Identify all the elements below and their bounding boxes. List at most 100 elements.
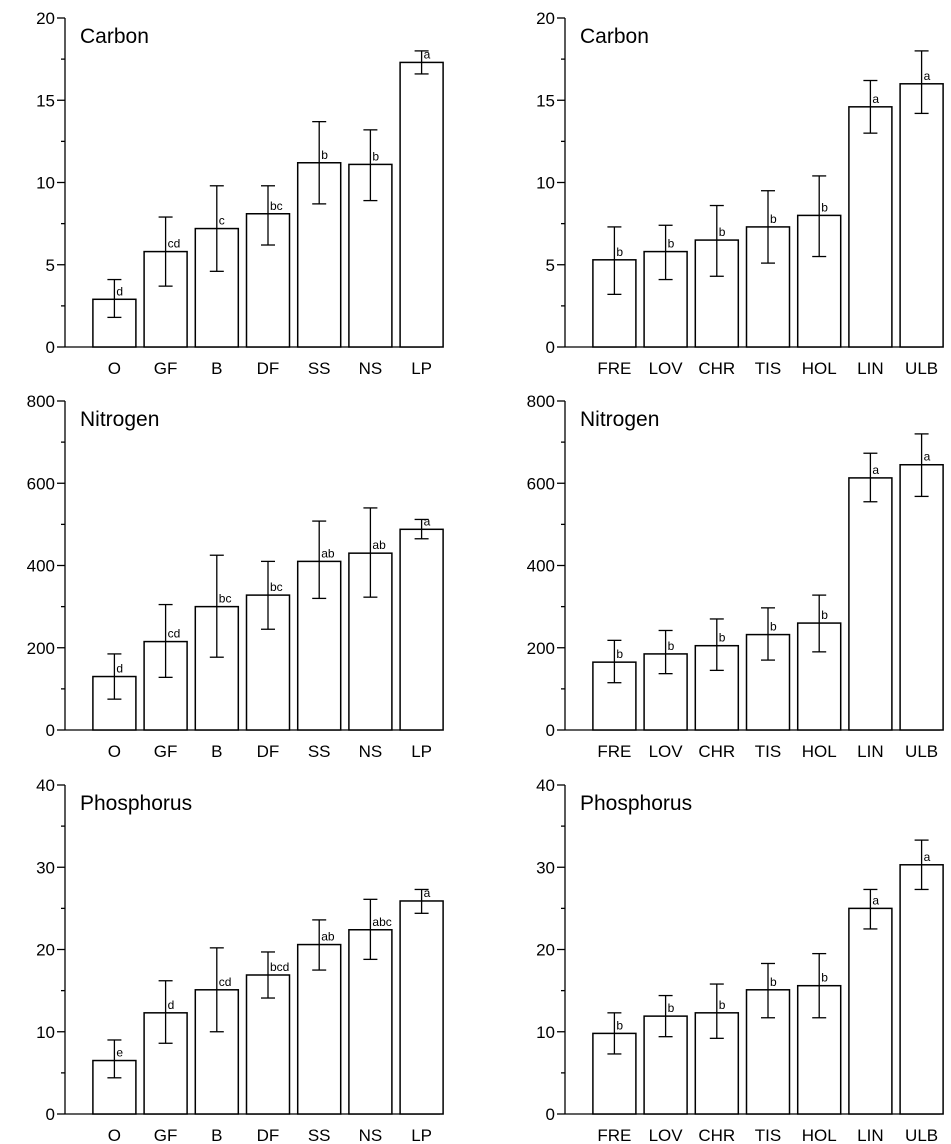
- x-tick-label: FRE: [597, 359, 631, 378]
- y-tick-label: 600: [527, 474, 555, 493]
- y-tick-label: 10: [536, 1023, 555, 1042]
- x-tick-label: LIN: [857, 1126, 883, 1144]
- significance-letter: b: [668, 237, 675, 251]
- significance-letter: a: [872, 92, 879, 106]
- bar: [348, 929, 393, 1115]
- y-tick-label: 200: [27, 639, 55, 658]
- y-tick-label: 0: [546, 1105, 555, 1124]
- x-tick-label: DF: [257, 742, 280, 761]
- x-tick-label: DF: [257, 1126, 280, 1144]
- y-tick-label: 20: [36, 9, 55, 28]
- x-tick-label: SS: [308, 742, 331, 761]
- significance-letter: a: [872, 893, 879, 907]
- y-tick-label: 5: [546, 256, 555, 275]
- x-tick-label: CHR: [698, 359, 735, 378]
- significance-letter: cd: [219, 975, 232, 989]
- x-tick-label: HOL: [802, 359, 837, 378]
- x-tick-label: ULB: [905, 742, 938, 761]
- significance-letter: b: [321, 148, 328, 162]
- x-tick-label: NS: [359, 742, 383, 761]
- significance-letter: b: [719, 631, 726, 645]
- x-tick-label: GF: [154, 1126, 178, 1144]
- x-tick-label: B: [211, 359, 222, 378]
- x-tick-label: LIN: [857, 742, 883, 761]
- significance-letter: bc: [219, 592, 232, 606]
- significance-letter: bc: [270, 199, 283, 213]
- y-tick-label: 10: [536, 174, 555, 193]
- x-tick-label: LOV: [649, 742, 684, 761]
- chart-title: Nitrogen: [580, 408, 659, 431]
- x-tick-label: NS: [359, 1126, 383, 1144]
- bar: [848, 477, 893, 731]
- y-tick-label: 40: [536, 776, 555, 795]
- chart-title: Carbon: [80, 25, 149, 48]
- significance-letter: a: [424, 514, 431, 528]
- significance-letter: b: [719, 998, 726, 1012]
- y-tick-label: 400: [27, 557, 55, 576]
- y-tick-label: 0: [546, 721, 555, 740]
- chart-title: Carbon: [580, 25, 649, 48]
- chart-panel-2: 0 5 10 15 20 Carbon b FRE b LOV b CHR b TIS b HOL a LIN a U…: [536, 9, 944, 378]
- chart-title: Phosphorus: [80, 792, 192, 815]
- x-tick-label: FRE: [597, 1126, 631, 1144]
- bar: [899, 864, 944, 1115]
- x-tick-label: TIS: [755, 742, 781, 761]
- y-tick-label: 15: [536, 91, 555, 110]
- x-tick-label: LOV: [649, 359, 684, 378]
- x-tick-label: LIN: [857, 359, 883, 378]
- x-tick-label: SS: [308, 1126, 331, 1144]
- significance-letter: d: [116, 284, 123, 298]
- y-tick-label: 30: [36, 858, 55, 877]
- x-tick-label: B: [211, 742, 222, 761]
- y-tick-label: 0: [46, 721, 55, 740]
- significance-letter: c: [219, 214, 225, 228]
- significance-letter: ab: [321, 546, 335, 560]
- x-tick-label: O: [108, 359, 121, 378]
- significance-letter: b: [770, 975, 777, 989]
- x-tick-label: LP: [411, 359, 432, 378]
- significance-letter: bc: [270, 580, 283, 594]
- significance-letter: b: [668, 639, 675, 653]
- y-tick-label: 800: [27, 392, 55, 411]
- significance-letter: cd: [168, 627, 181, 641]
- bar: [899, 83, 944, 348]
- bar: [296, 162, 342, 348]
- significance-letter: b: [770, 212, 777, 226]
- x-tick-label: ULB: [905, 1126, 938, 1144]
- x-tick-label: HOL: [802, 1126, 837, 1144]
- chart-panel-4: 0 200 400 600 800 Nitrogen b FRE b LOV b CHR b TIS b HO…: [527, 392, 944, 761]
- chart-title: Nitrogen: [80, 408, 159, 431]
- bar: [899, 463, 944, 731]
- bar: [245, 213, 291, 348]
- x-tick-label: TIS: [755, 359, 781, 378]
- significance-letter: b: [719, 225, 726, 239]
- chart-panel-1: 0 5 10 15 20 Carbon d Ocd GF c Bbc DF b SS b NS a LP: [36, 9, 444, 378]
- significance-letter: e: [116, 1046, 123, 1060]
- y-tick-label: 800: [527, 392, 555, 411]
- y-tick-label: 5: [46, 256, 55, 275]
- y-tick-label: 15: [36, 91, 55, 110]
- x-tick-label: LOV: [649, 1126, 684, 1144]
- significance-letter: a: [872, 463, 879, 477]
- significance-letter: b: [770, 620, 777, 634]
- significance-letter: a: [924, 450, 931, 464]
- bar: [848, 106, 893, 348]
- x-tick-label: TIS: [755, 1126, 781, 1144]
- x-tick-label: B: [211, 1126, 222, 1144]
- significance-letter: cd: [168, 237, 181, 251]
- significance-letter: b: [668, 1001, 675, 1015]
- x-tick-label: O: [108, 1126, 121, 1144]
- x-tick-label: GF: [154, 742, 178, 761]
- significance-letter: ab: [321, 930, 335, 944]
- significance-letter: b: [616, 245, 623, 259]
- significance-letter: b: [616, 647, 623, 661]
- bar: [399, 61, 444, 348]
- significance-letter: d: [116, 662, 123, 676]
- y-tick-label: 400: [527, 557, 555, 576]
- significance-letter: a: [424, 47, 431, 61]
- significance-letter: b: [372, 149, 379, 163]
- y-tick-label: 0: [546, 338, 555, 357]
- x-tick-label: SS: [308, 359, 331, 378]
- y-tick-label: 30: [536, 858, 555, 877]
- x-tick-label: HOL: [802, 742, 837, 761]
